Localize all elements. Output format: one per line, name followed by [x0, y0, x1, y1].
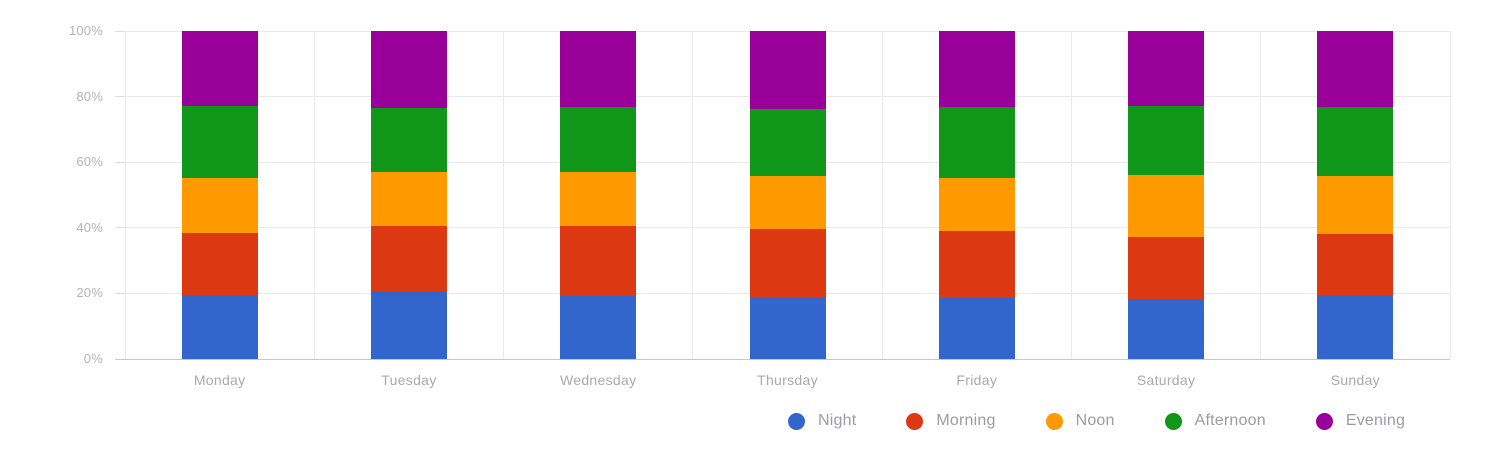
legend-swatch-night-icon: [788, 412, 805, 430]
y-axis-tick-label: 20%: [76, 285, 103, 301]
y-axis-tick-label: 0%: [83, 351, 103, 366]
bar-segment-thursday-evening[interactable]: [749, 31, 826, 109]
x-axis-category-label: Tuesday: [381, 372, 437, 388]
bar-segment-saturday-morning[interactable]: [1128, 236, 1205, 300]
bar-segment-friday-noon[interactable]: [938, 177, 1015, 231]
bar-segment-friday-night[interactable]: [938, 298, 1015, 359]
legend-swatch-afternoon-icon: [1164, 412, 1182, 430]
bar-column-monday: [181, 31, 258, 359]
bar-segment-wednesday-noon[interactable]: [560, 172, 637, 227]
legend-swatch-noon-icon: [1045, 412, 1063, 430]
bar-segment-tuesday-night[interactable]: [370, 292, 447, 359]
bar-segment-wednesday-afternoon[interactable]: [560, 106, 637, 173]
bar-segment-saturday-noon[interactable]: [1128, 174, 1205, 237]
bar-segment-tuesday-afternoon[interactable]: [370, 108, 447, 172]
y-axis-tick-label: 40%: [76, 219, 103, 235]
bar-segment-saturday-evening[interactable]: [1128, 31, 1205, 106]
gridline-vertical-2: [503, 31, 505, 359]
bar-segment-saturday-afternoon[interactable]: [1128, 105, 1205, 175]
x-axis-category-label: Sunday: [1330, 372, 1380, 388]
bar-segment-friday-evening[interactable]: [938, 31, 1015, 108]
bar-segment-monday-morning[interactable]: [181, 233, 258, 295]
gridline-vertical-4: [881, 31, 883, 359]
legend-label: Evening: [1345, 412, 1406, 429]
y-axis-tick-80: [115, 96, 125, 98]
bar-segment-thursday-morning[interactable]: [749, 228, 826, 298]
legend-label: Afternoon: [1194, 412, 1266, 429]
bar-column-friday: [938, 31, 1015, 359]
y-axis-tick-label: 80%: [76, 88, 103, 104]
bar-segment-saturday-night[interactable]: [1128, 299, 1205, 359]
legend-item-noon[interactable]: Noon: [1045, 412, 1115, 430]
legend: Night Morning Noon Afternoon Evening: [788, 411, 1405, 431]
y-axis-tick-40: [115, 227, 125, 229]
gridline-vertical-1: [313, 31, 315, 359]
bar-segment-thursday-night[interactable]: [749, 297, 826, 359]
bar-segment-wednesday-morning[interactable]: [560, 226, 637, 296]
bar-segment-monday-noon[interactable]: [181, 177, 258, 234]
bar-segment-thursday-noon[interactable]: [749, 176, 826, 229]
gridline-vertical-6: [1260, 31, 1262, 359]
x-axis-category-label: Saturday: [1136, 372, 1196, 388]
bar-segment-thursday-afternoon[interactable]: [749, 108, 826, 176]
bar-segment-tuesday-evening[interactable]: [370, 31, 447, 109]
bar-segment-sunday-night[interactable]: [1317, 294, 1394, 359]
y-axis-tick-20: [115, 292, 125, 294]
legend-item-afternoon[interactable]: Afternoon: [1164, 412, 1266, 430]
gridline-horizontal-100: [125, 30, 1450, 32]
bar-segment-sunday-noon[interactable]: [1317, 176, 1394, 235]
y-axis-tick-label: 60%: [76, 154, 103, 170]
gridline-vertical-7: [1449, 31, 1451, 359]
x-axis-category-label: Thursday: [757, 372, 818, 388]
x-axis-category-label: Wednesday: [560, 372, 637, 388]
bar-column-saturday: [1128, 31, 1205, 359]
bar-segment-monday-afternoon[interactable]: [181, 106, 258, 178]
y-axis-tick-label: 100%: [68, 23, 103, 38]
x-axis-category-label: Monday: [193, 372, 246, 388]
legend-label: Morning: [936, 412, 996, 429]
gridline-vertical-5: [1070, 31, 1072, 359]
legend-item-morning[interactable]: Morning: [906, 412, 995, 430]
bar-segment-wednesday-evening[interactable]: [560, 31, 637, 107]
legend-swatch-evening-icon: [1315, 412, 1333, 430]
legend-label: Noon: [1075, 412, 1115, 429]
bar-column-sunday: [1317, 31, 1394, 359]
bar-column-thursday: [749, 31, 826, 359]
bar-segment-monday-night[interactable]: [181, 294, 258, 359]
bar-column-tuesday: [370, 31, 447, 359]
bar-segment-monday-evening[interactable]: [181, 31, 258, 107]
bar-segment-tuesday-noon[interactable]: [370, 171, 447, 227]
bar-segment-tuesday-morning[interactable]: [370, 226, 447, 293]
legend-item-night[interactable]: Night: [788, 412, 856, 430]
legend-item-evening[interactable]: Evening: [1315, 412, 1406, 430]
bar-segment-sunday-evening[interactable]: [1317, 31, 1394, 107]
bar-segment-wednesday-night[interactable]: [560, 295, 637, 359]
bar-segment-sunday-afternoon[interactable]: [1317, 106, 1394, 177]
bar-segment-friday-morning[interactable]: [938, 230, 1015, 298]
gridline-vertical-3: [692, 31, 694, 359]
bar-column-wednesday: [560, 31, 637, 359]
x-axis-category-label: Friday: [956, 372, 998, 388]
gridline-horizontal-0: [115, 358, 1450, 360]
y-axis-tick-60: [115, 161, 125, 163]
gridline-vertical-0: [124, 31, 126, 359]
legend-swatch-morning-icon: [906, 412, 924, 430]
y-axis-tick-100: [115, 30, 125, 32]
legend-label: Night: [818, 412, 857, 429]
bar-segment-sunday-morning[interactable]: [1317, 234, 1394, 295]
bar-segment-friday-afternoon[interactable]: [938, 107, 1015, 178]
